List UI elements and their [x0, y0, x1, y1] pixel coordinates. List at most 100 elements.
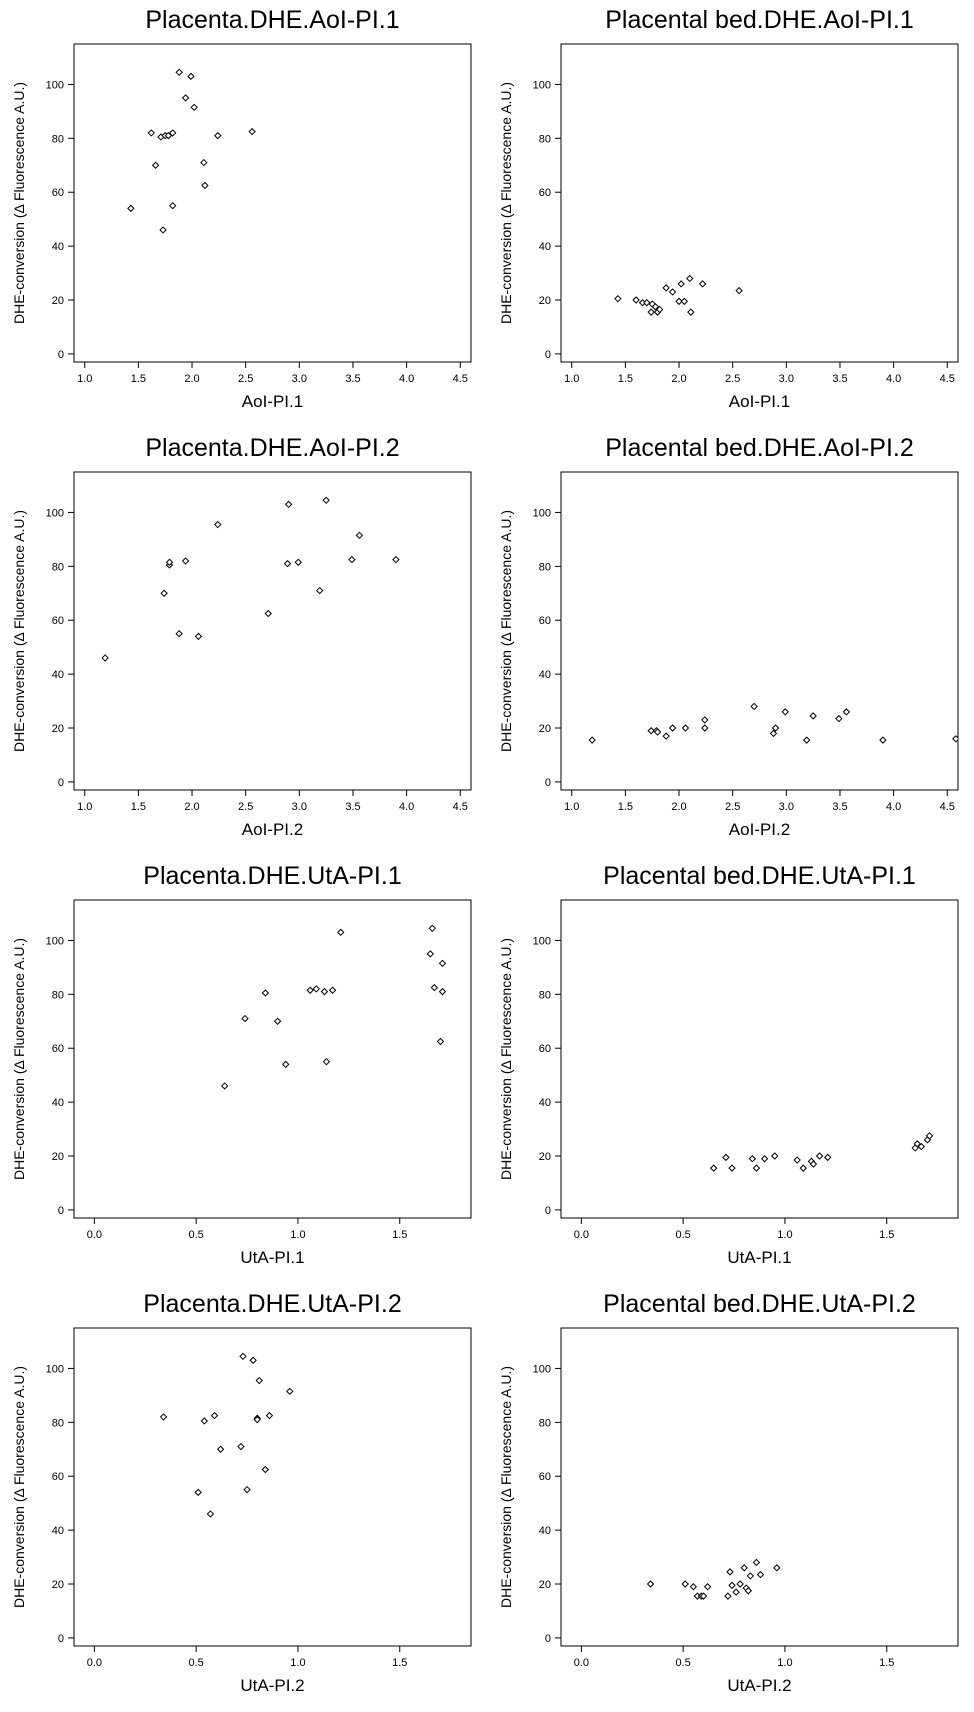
y-tick-label: 40: [539, 1097, 551, 1109]
x-tick-label: 4.0: [886, 373, 901, 385]
chart-panel: Placenta.DHE.UtA-PI.2 0 20 40 60 80 100 0.0 0.5 1…: [11, 1290, 472, 1695]
chart-title: Placenta.DHE.UtA-PI.2: [143, 1290, 401, 1318]
data-point: [879, 736, 887, 744]
x-tick-label: 3.5: [345, 373, 360, 385]
x-tick-label: 1.5: [392, 1657, 407, 1669]
x-tick-label: 4.0: [399, 373, 414, 385]
data-point: [214, 520, 222, 529]
y-tick-label: 80: [52, 561, 64, 573]
data-point: [264, 609, 272, 618]
chart-panel: Placental bed.DHE.UtA-PI.1 0 20 40 60 80 100 0.…: [498, 862, 959, 1267]
y-tick-label: 40: [52, 1525, 64, 1537]
x-tick-label: 4.0: [886, 801, 901, 813]
y-tick-label: 40: [52, 1097, 64, 1109]
point-layer: [127, 68, 256, 234]
y-tick-label: 0: [545, 1205, 551, 1217]
data-point: [438, 987, 447, 996]
x-tick-label: 1.0: [564, 373, 579, 385]
x-tick-label: 3.0: [779, 373, 794, 385]
data-point: [248, 127, 256, 136]
data-point: [436, 1037, 445, 1046]
data-point: [392, 555, 400, 564]
y-axis-label: DHE-conversion (Δ Fluorescence A.U.): [11, 510, 27, 752]
y-tick-label: 100: [46, 1363, 64, 1375]
point-layer: [646, 1558, 781, 1600]
data-point: [194, 632, 203, 641]
data-point: [243, 1485, 251, 1494]
data-point: [736, 1580, 744, 1588]
data-point: [322, 496, 330, 505]
data-point: [328, 986, 337, 994]
data-point: [249, 1356, 257, 1365]
data-point: [646, 1580, 655, 1588]
y-tick-label: 20: [52, 295, 64, 307]
data-point: [160, 589, 168, 597]
x-tick-label: 1.0: [290, 1229, 305, 1241]
data-point: [306, 986, 314, 994]
data-point: [668, 724, 677, 732]
y-tick-label: 20: [52, 1151, 64, 1163]
data-point: [728, 1581, 736, 1590]
y-tick-label: 60: [52, 615, 64, 627]
y-axis-label: DHE-conversion (Δ Fluorescence A.U.): [11, 938, 27, 1180]
x-tick-label: 0.0: [574, 1229, 589, 1241]
x-tick-label: 2.0: [671, 373, 686, 385]
data-point: [732, 1588, 740, 1596]
y-axis-label: DHE-conversion (Δ Fluorescence A.U.): [11, 1366, 27, 1608]
plot-frame: [73, 899, 472, 1219]
y-axis-label: DHE-conversion (Δ Fluorescence A.U.): [498, 938, 514, 1180]
x-tick-label: 1.0: [777, 1657, 792, 1669]
chart-panel: Placental bed.DHE.AoI-PI.2 0 20 40 60 80 100 1.…: [498, 434, 959, 839]
data-point: [614, 294, 622, 303]
point-layer: [159, 1352, 294, 1518]
data-point: [835, 714, 843, 723]
data-point: [771, 724, 780, 732]
data-point: [656, 305, 664, 314]
x-tick-label: 1.0: [564, 801, 579, 813]
data-point: [677, 280, 685, 288]
y-tick-label: 60: [539, 1471, 551, 1483]
data-point: [430, 983, 439, 992]
x-tick-label: 0.0: [87, 1229, 102, 1241]
data-point: [662, 284, 670, 292]
data-point: [261, 989, 270, 997]
x-axis-label: AoI-PI.2: [242, 820, 303, 839]
data-point: [147, 129, 155, 137]
y-tick-label: 80: [52, 1417, 64, 1429]
x-tick-label: 3.5: [345, 801, 360, 813]
data-point: [164, 131, 173, 140]
data-point: [200, 1417, 209, 1425]
point-layer: [101, 496, 400, 662]
point-layer: [220, 924, 447, 1090]
chart-title: Placental bed.DHE.AoI-PI.2: [605, 434, 914, 462]
data-point: [722, 1153, 730, 1162]
data-point: [744, 1587, 753, 1595]
data-point: [438, 959, 447, 968]
data-point: [756, 1570, 765, 1579]
y-tick-label: 0: [58, 777, 64, 789]
data-point: [190, 103, 198, 112]
x-tick-label: 2.0: [184, 373, 199, 385]
data-point: [159, 1413, 168, 1421]
point-layer: [709, 1132, 934, 1172]
x-tick-label: 3.0: [292, 373, 307, 385]
point-layer: [614, 274, 743, 316]
x-axis-label: AoI-PI.2: [729, 820, 790, 839]
data-point: [803, 736, 811, 744]
data-point: [200, 158, 208, 167]
x-tick-label: 4.5: [453, 373, 468, 385]
x-tick-label: 0.5: [189, 1229, 204, 1241]
data-point: [815, 1152, 824, 1160]
x-tick-label: 1.5: [879, 1657, 894, 1669]
x-tick-label: 2.0: [671, 801, 686, 813]
data-point: [823, 1153, 832, 1162]
y-tick-label: 80: [52, 133, 64, 145]
data-point: [428, 924, 437, 933]
data-point: [265, 1411, 274, 1420]
data-point: [726, 1568, 734, 1576]
chart-panel: Placenta.DHE.AoI-PI.1 0 20 40 60 80 100 1.0 1.5 2…: [11, 6, 472, 411]
x-tick-label: 1.5: [392, 1229, 407, 1241]
x-tick-label: 3.0: [779, 801, 794, 813]
data-point: [282, 1060, 290, 1069]
x-tick-label: 1.5: [131, 373, 146, 385]
